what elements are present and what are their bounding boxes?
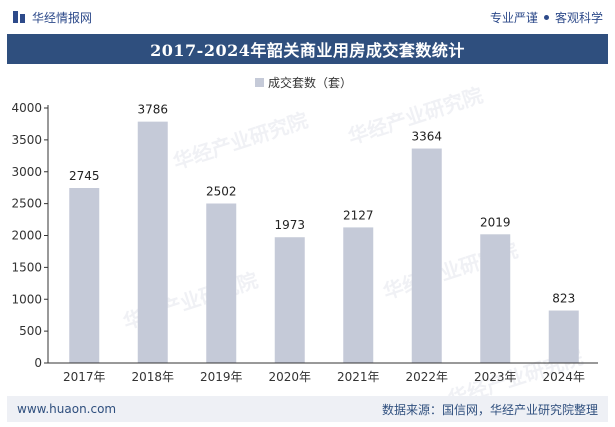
- bars: 2745 3786 2502 1973 2127 3364 2019 823: [69, 103, 579, 363]
- x-tick-label: 2022年: [405, 370, 448, 384]
- data-label: 2127: [343, 208, 374, 222]
- slogan: 专业严谨 客观科学: [490, 9, 603, 26]
- x-tick-label: 2018年: [131, 370, 174, 384]
- slogan-right: 客观科学: [554, 10, 603, 25]
- chart-title: 2017-2024年韶关商业用房成交套数统计: [150, 41, 465, 60]
- y-tick-label: 500: [19, 324, 42, 338]
- x-axis: 2017年 2018年 2019年 2020年 2021年 2022年 2023年 2024年: [48, 362, 598, 384]
- bar-2018年[interactable]: [137, 121, 168, 363]
- y-axis: 0 500 1000 1500 2000 2500 3000 3500 4000: [11, 101, 49, 370]
- x-tick-label: 2017年: [63, 370, 106, 384]
- data-label: 3786: [137, 103, 168, 117]
- data-label: 2019: [480, 215, 511, 229]
- brand: 华经情报网: [12, 9, 92, 26]
- data-label: 1973: [274, 218, 305, 232]
- bar-2021年[interactable]: [343, 227, 374, 363]
- bar-chart: 成交套数（套） 0 500 1000 1500 2000 2500 3000 3500 4000…: [11, 75, 598, 384]
- data-label: 2745: [69, 169, 100, 183]
- x-tick-label: 2019年: [200, 370, 243, 384]
- bar-2023年[interactable]: [480, 234, 511, 363]
- y-tick-label: 2500: [11, 197, 42, 211]
- bar-2020年[interactable]: [274, 237, 305, 363]
- data-label: 2502: [206, 184, 237, 198]
- x-tick-label: 2020年: [268, 370, 311, 384]
- y-tick-label: 1500: [11, 260, 42, 274]
- y-tick-label: 4000: [11, 101, 42, 115]
- slogan-left: 专业严谨: [489, 10, 538, 25]
- data-label: 3364: [411, 130, 442, 144]
- footer-bar: www.huaon.com 数据来源：国信网，华经产业研究院整理: [7, 396, 608, 422]
- bar-2022年[interactable]: [411, 148, 442, 363]
- footer-source: 数据来源：国信网，华经产业研究院整理: [381, 402, 598, 417]
- x-tick-label: 2024年: [542, 370, 585, 384]
- data-label: 823: [552, 292, 575, 306]
- legend: 成交套数（套）: [255, 75, 352, 90]
- x-tick-label: 2021年: [337, 370, 380, 384]
- legend-swatch: [255, 78, 264, 87]
- y-tick-label: 1000: [11, 292, 42, 306]
- bar-2019年[interactable]: [206, 203, 237, 363]
- brand-name: 华经情报网: [32, 10, 93, 25]
- logo-icon: [13, 11, 25, 23]
- y-tick-label: 3500: [11, 133, 42, 147]
- y-tick-label: 2000: [11, 229, 42, 243]
- footer-website[interactable]: www.huaon.com: [17, 402, 117, 416]
- y-tick-label: 3000: [11, 165, 42, 179]
- chart-title-bar: 2017-2024年韶关商业用房成交套数统计: [7, 34, 608, 64]
- legend-label: 成交套数（套）: [268, 75, 352, 90]
- y-tick-label: 0: [34, 356, 42, 370]
- bar-2024年[interactable]: [548, 310, 579, 363]
- top-bar: 华经情报网 专业严谨 客观科学: [0, 0, 615, 34]
- x-tick-label: 2023年: [474, 370, 517, 384]
- separator-dot-icon: [543, 14, 549, 20]
- bar-2017年[interactable]: [69, 188, 100, 363]
